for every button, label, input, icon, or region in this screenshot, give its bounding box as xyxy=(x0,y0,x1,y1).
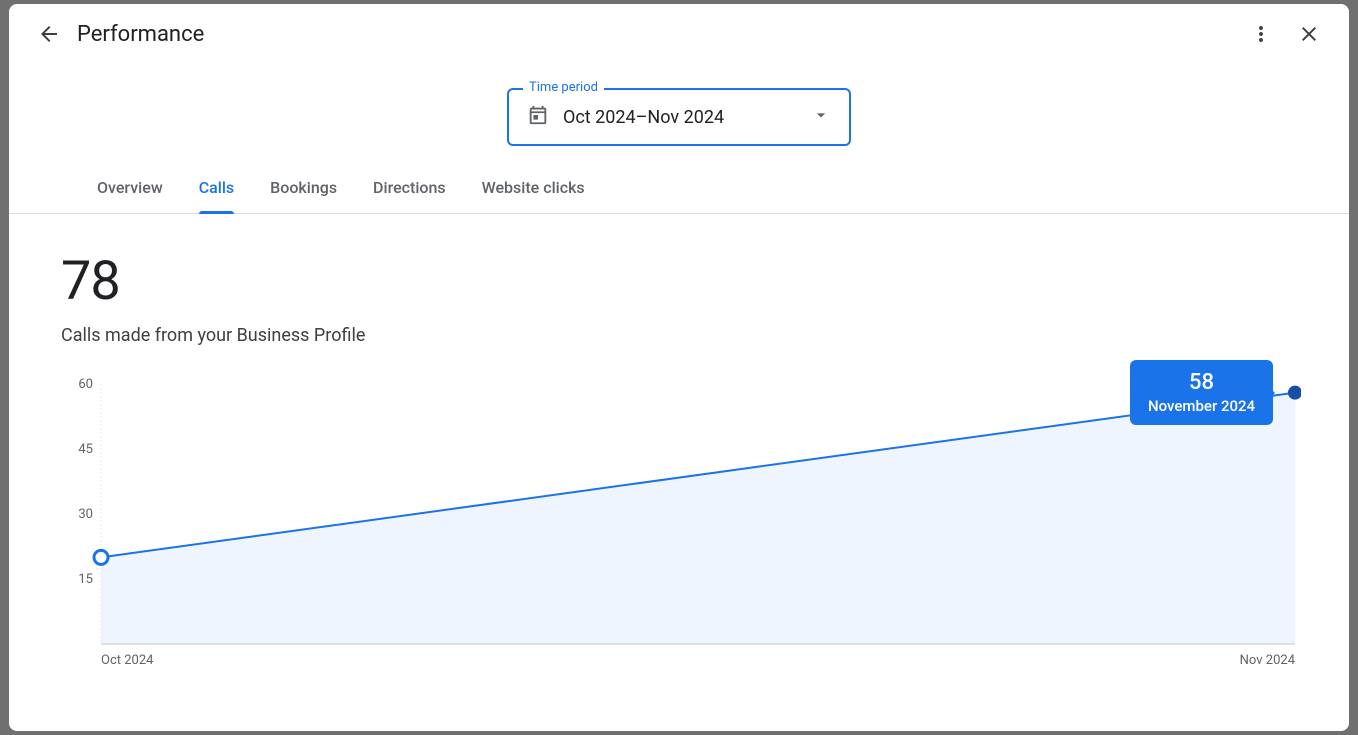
performance-modal: Performance Time period Oct 2024–Nov 202… xyxy=(9,4,1349,731)
back-button[interactable] xyxy=(29,14,69,54)
time-period-value: Oct 2024–Nov 2024 xyxy=(563,107,811,128)
tooltip-label: November 2024 xyxy=(1148,397,1255,415)
more-options-button[interactable] xyxy=(1241,14,1281,54)
time-period-select[interactable]: Time period Oct 2024–Nov 2024 xyxy=(507,88,851,146)
calendar-icon xyxy=(527,104,549,130)
chart-tooltip: 58 November 2024 xyxy=(1130,360,1273,425)
arrow-back-icon xyxy=(37,22,61,46)
svg-text:30: 30 xyxy=(78,507,93,522)
tab-calls[interactable]: Calls xyxy=(181,164,252,213)
more-vert-icon xyxy=(1249,22,1273,46)
svg-text:Oct 2024: Oct 2024 xyxy=(101,653,154,668)
close-button[interactable] xyxy=(1289,14,1329,54)
tooltip-value: 58 xyxy=(1148,370,1255,395)
close-icon xyxy=(1297,22,1321,46)
svg-text:Nov 2024: Nov 2024 xyxy=(1240,653,1296,668)
svg-text:15: 15 xyxy=(78,572,93,587)
tab-overview[interactable]: Overview xyxy=(79,164,181,213)
metric-tabs: OverviewCallsBookingsDirectionsWebsite c… xyxy=(9,164,1349,214)
svg-text:45: 45 xyxy=(78,442,93,457)
chart-svg: 15 30 45 60 Oct 2024 Nov 2024 xyxy=(61,374,1301,674)
content-area: 78 Calls made from your Business Profile… xyxy=(9,214,1349,731)
time-period-field-label: Time period xyxy=(523,80,604,95)
total-subtitle: Calls made from your Business Profile xyxy=(61,325,1297,346)
svg-text:60: 60 xyxy=(78,377,93,392)
tab-bookings[interactable]: Bookings xyxy=(252,164,355,213)
calls-chart: 15304560Oct 2024Nov 2024 58 November 202… xyxy=(61,374,1301,674)
modal-header: Performance xyxy=(9,4,1349,64)
total-value: 78 xyxy=(61,250,1297,313)
tab-website-clicks[interactable]: Website clicks xyxy=(464,164,603,213)
time-period-container: Time period Oct 2024–Nov 2024 xyxy=(9,64,1349,164)
tab-directions[interactable]: Directions xyxy=(355,164,464,213)
page-title: Performance xyxy=(77,22,204,47)
dropdown-icon xyxy=(811,105,831,129)
